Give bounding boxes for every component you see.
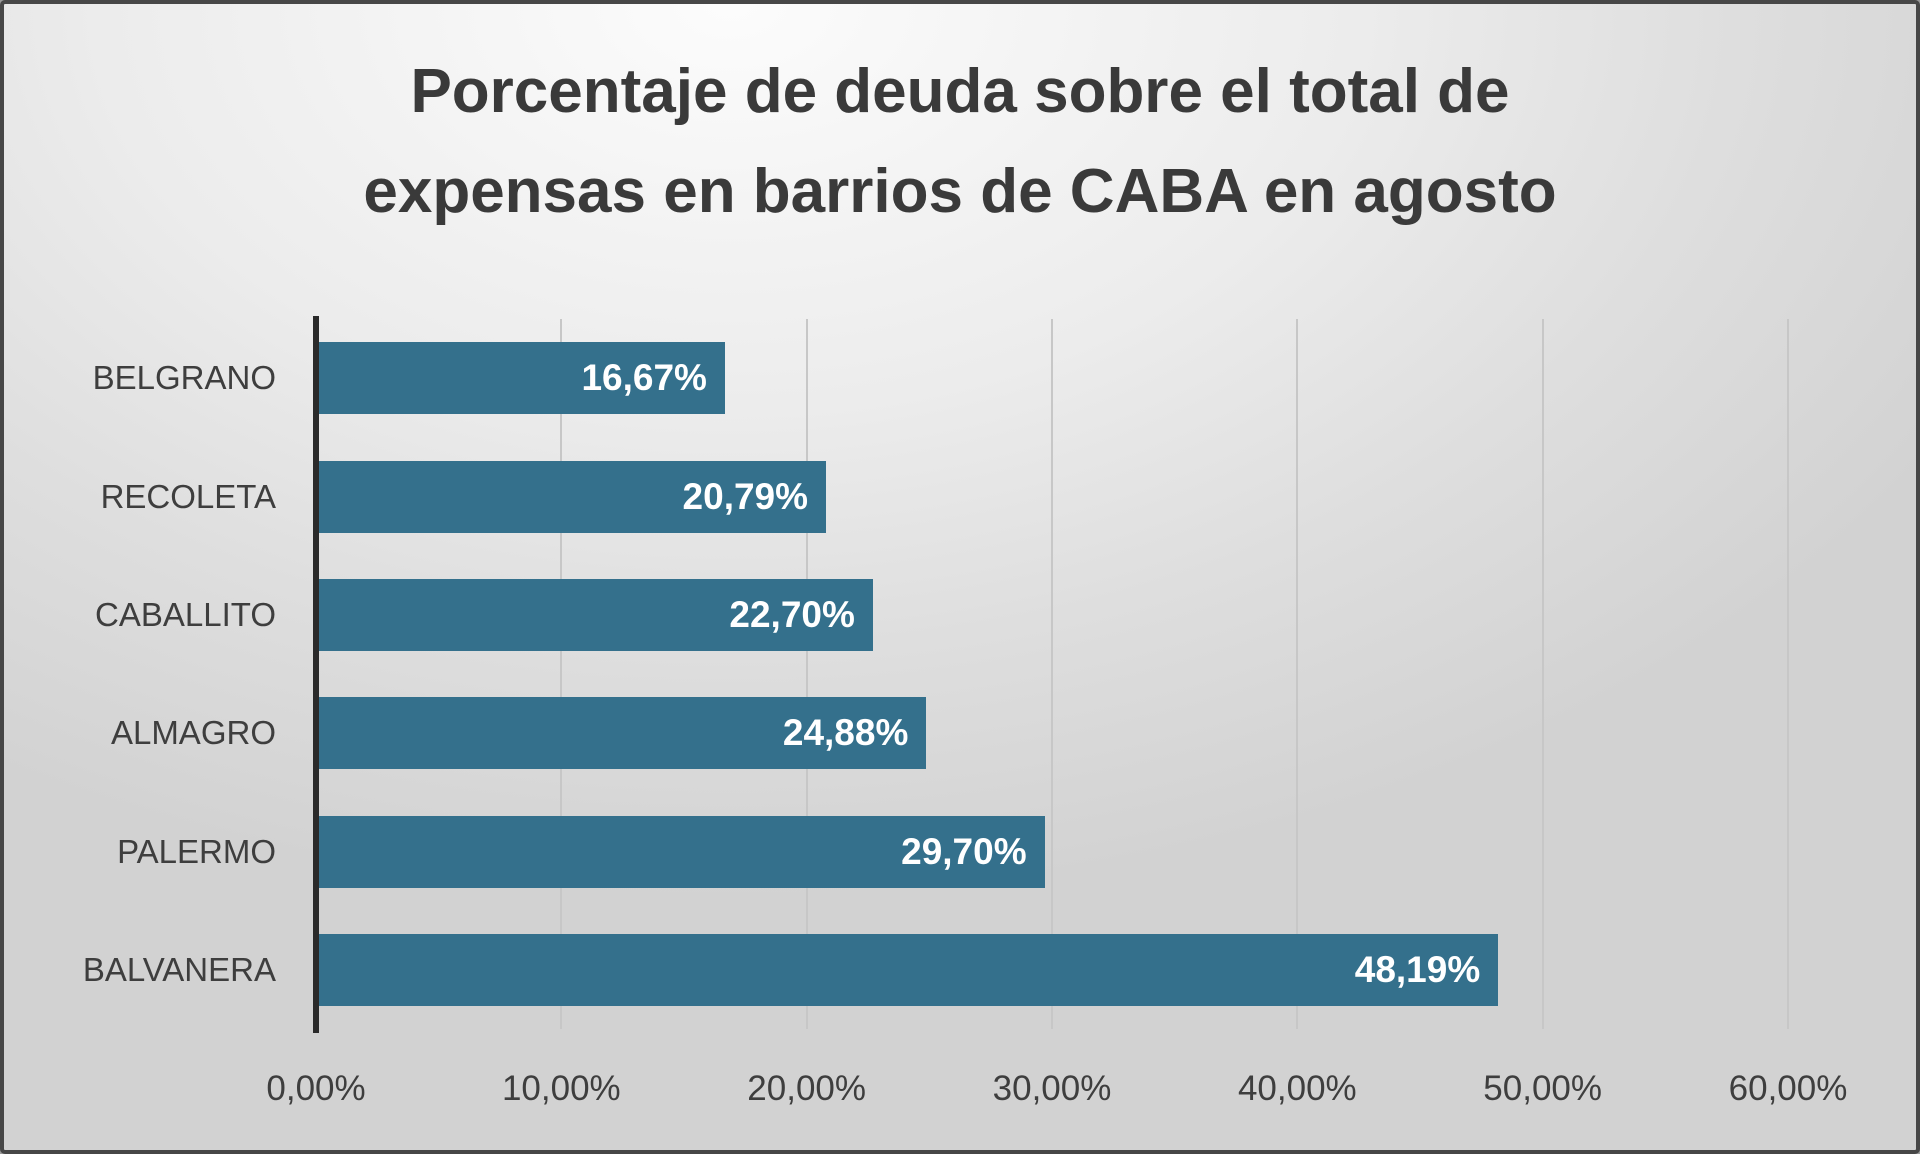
bar-value-label: 16,67% [581, 357, 707, 399]
category-label: BELGRANO [92, 359, 276, 397]
x-tick-label: 60,00% [1728, 1069, 1848, 1108]
x-tick-label: 0,00% [266, 1069, 366, 1108]
chart-title: Porcentaje de deuda sobre el total de ex… [4, 42, 1916, 242]
gridline-50 [1541, 319, 1544, 1029]
bar-value-label: 24,88% [782, 712, 909, 754]
bar [316, 815, 1045, 888]
x-tick-label: 30,00% [992, 1069, 1112, 1108]
bar-value-label: 20,79% [682, 475, 809, 517]
gridline-20 [805, 319, 808, 1029]
category-label: CABALLITO [95, 595, 276, 633]
bar [316, 933, 1499, 1006]
x-tick-label: 10,00% [501, 1069, 621, 1108]
gridline-30 [1051, 319, 1053, 1029]
category-label: RECOLETA [100, 477, 276, 515]
category-label: ALMAGRO [110, 714, 276, 752]
bar [316, 578, 873, 651]
gridline-40 [1296, 319, 1299, 1029]
gridline-10 [560, 319, 563, 1029]
category-label: BALVANERA [82, 950, 276, 988]
x-tick-label: 20,00% [747, 1069, 867, 1108]
bar-value-label: 29,70% [901, 830, 1027, 872]
x-tick-label: 50,00% [1483, 1069, 1603, 1108]
y-axis-line [313, 316, 319, 1033]
bar [316, 342, 725, 415]
gridline-60 [1787, 319, 1789, 1029]
x-tick-label: 40,00% [1237, 1069, 1357, 1108]
chart-title-line-1: Porcentaje de deuda sobre el total de [410, 57, 1510, 126]
bar [316, 460, 827, 533]
chart-title-line-2: expensas en barrios de CABA en agosto [363, 157, 1557, 226]
bar-value-label: 22,70% [729, 593, 855, 635]
bar [316, 697, 927, 770]
category-label: PALERMO [117, 832, 276, 870]
bar-value-label: 48,19% [1354, 948, 1481, 990]
